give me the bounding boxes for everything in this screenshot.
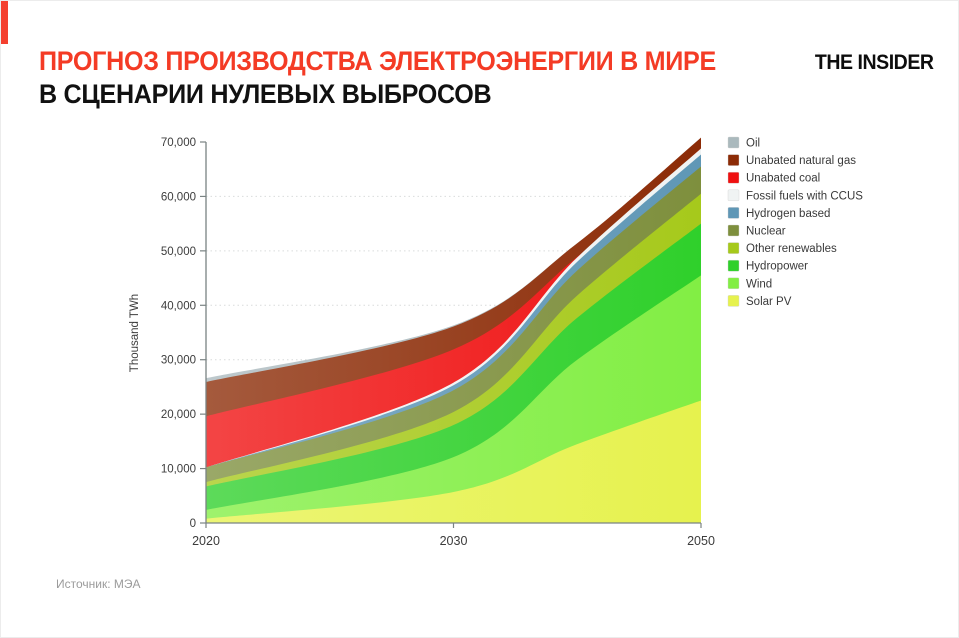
x-tick-label: 2050: [687, 534, 715, 548]
axes: 0 10,000 20,000 30,000 40,000 50,000 60,000 70,…: [129, 137, 715, 548]
x-tick-label: 2020: [192, 534, 220, 548]
legend-label: Unabated coal: [746, 173, 820, 185]
legend-swatch-hydropower: [727, 260, 740, 272]
legend-swatch-other-renewables: [727, 242, 740, 254]
legend-label: Unabated natural gas: [746, 155, 856, 167]
legend-label: Hydropower: [746, 261, 808, 273]
source-note: Источник: МЭА: [56, 577, 141, 591]
y-tick-label: 40,000: [161, 300, 196, 312]
accent-bar: [1, 1, 8, 44]
y-tick-label: 30,000: [161, 355, 196, 367]
legend-label: Nuclear: [746, 226, 786, 238]
legend-label: Wind: [746, 278, 772, 290]
area-solar-pv: [206, 400, 701, 523]
legend-label: Hydrogen based: [746, 208, 830, 220]
legend-swatch-wind: [727, 277, 740, 289]
legend-swatch-solar-pv: [727, 295, 740, 307]
y-tick-label: 50,000: [161, 246, 196, 258]
legend: Oil Unabated natural gas Unabated coal Foss…: [727, 136, 863, 308]
y-tick-label: 70,000: [161, 137, 196, 149]
y-tick-label: 20,000: [161, 409, 196, 421]
title-line-1: ПРОГНОЗ ПРОИЗВОДСТВА ЭЛЕКТРОЭНЕРГИИ В МИ…: [39, 46, 716, 76]
legend-swatch-oil: [727, 136, 740, 149]
y-tick-label: 10,000: [161, 464, 196, 476]
title-line-2: В СЦЕНАРИИ НУЛЕВЫХ ВЫБРОСОВ: [39, 79, 492, 109]
legend-swatch-nuclear: [727, 224, 740, 237]
legend-swatch-unabated-natural-gas: [727, 154, 740, 166]
page-title: ПРОГНОЗ ПРОИЗВОДСТВА ЭЛЕКТРОЭНЕРГИИ В МИ…: [39, 45, 716, 111]
legend-label: Solar PV: [746, 296, 792, 308]
y-axis-title: Thousand TWh: [129, 294, 141, 372]
area-series: [206, 137, 701, 524]
legend-label: Oil: [746, 138, 760, 150]
legend-swatch-fossil-fuels-with-ccus: [727, 189, 740, 202]
brand-logo: THE INSIDER: [815, 51, 934, 74]
legend-swatch-unabated-coal: [727, 171, 740, 184]
legend-swatch-hydrogen-based: [727, 207, 740, 219]
legend-label: Fossil fuels with CCUS: [746, 190, 863, 202]
x-tick-label: 2030: [440, 534, 468, 548]
y-tick-label: 0: [190, 518, 196, 530]
legend-label: Other renewables: [746, 243, 837, 255]
y-tick-label: 60,000: [161, 191, 196, 203]
